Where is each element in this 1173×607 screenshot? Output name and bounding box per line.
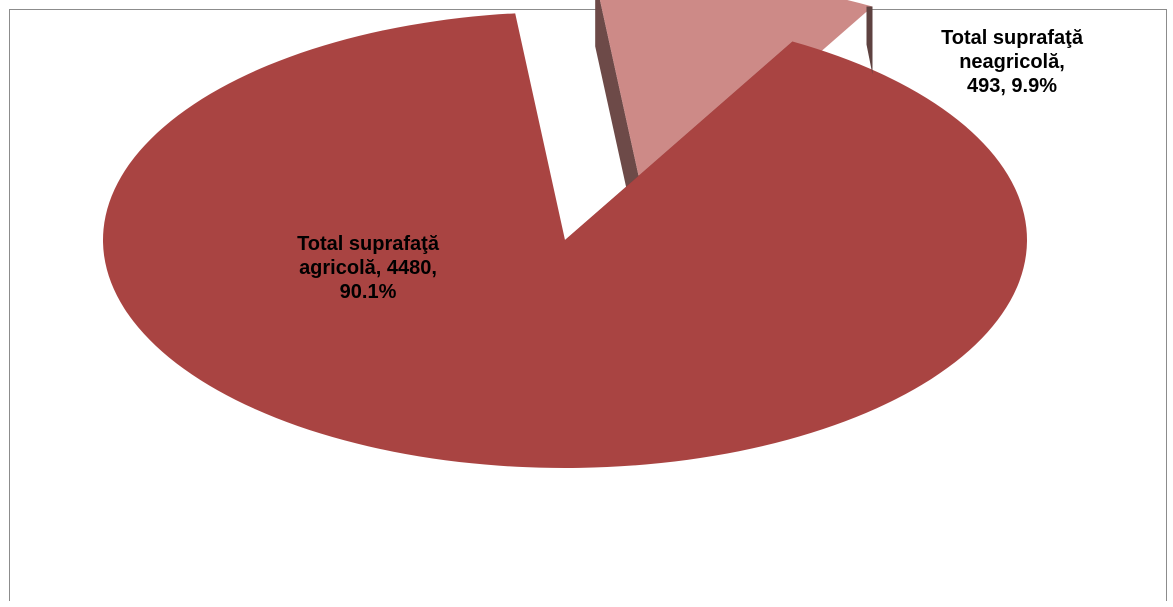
data-label-neagricola-line3: 493, 9.9%: [966, 75, 1058, 97]
data-label-neagricola: Total suprafaţă neagricolă, 493, 9.9%: [882, 26, 1142, 98]
slice-agricola-top: [102, 13, 1028, 469]
data-label-agricola-line1: Total suprafaţă: [297, 233, 439, 255]
slice-neagricola-side: [866, 6, 873, 75]
data-label-agricola-line2: agricolă, 4480,: [299, 257, 437, 279]
data-label-agricola-line3: 90.1%: [339, 281, 397, 303]
data-label-neagricola-line1: Total suprafaţă: [941, 27, 1083, 49]
data-label-agricola: Total suprafaţă agricolă, 4480, 90.1%: [238, 232, 498, 304]
data-label-neagricola-line2: neagricolă,: [959, 51, 1065, 73]
